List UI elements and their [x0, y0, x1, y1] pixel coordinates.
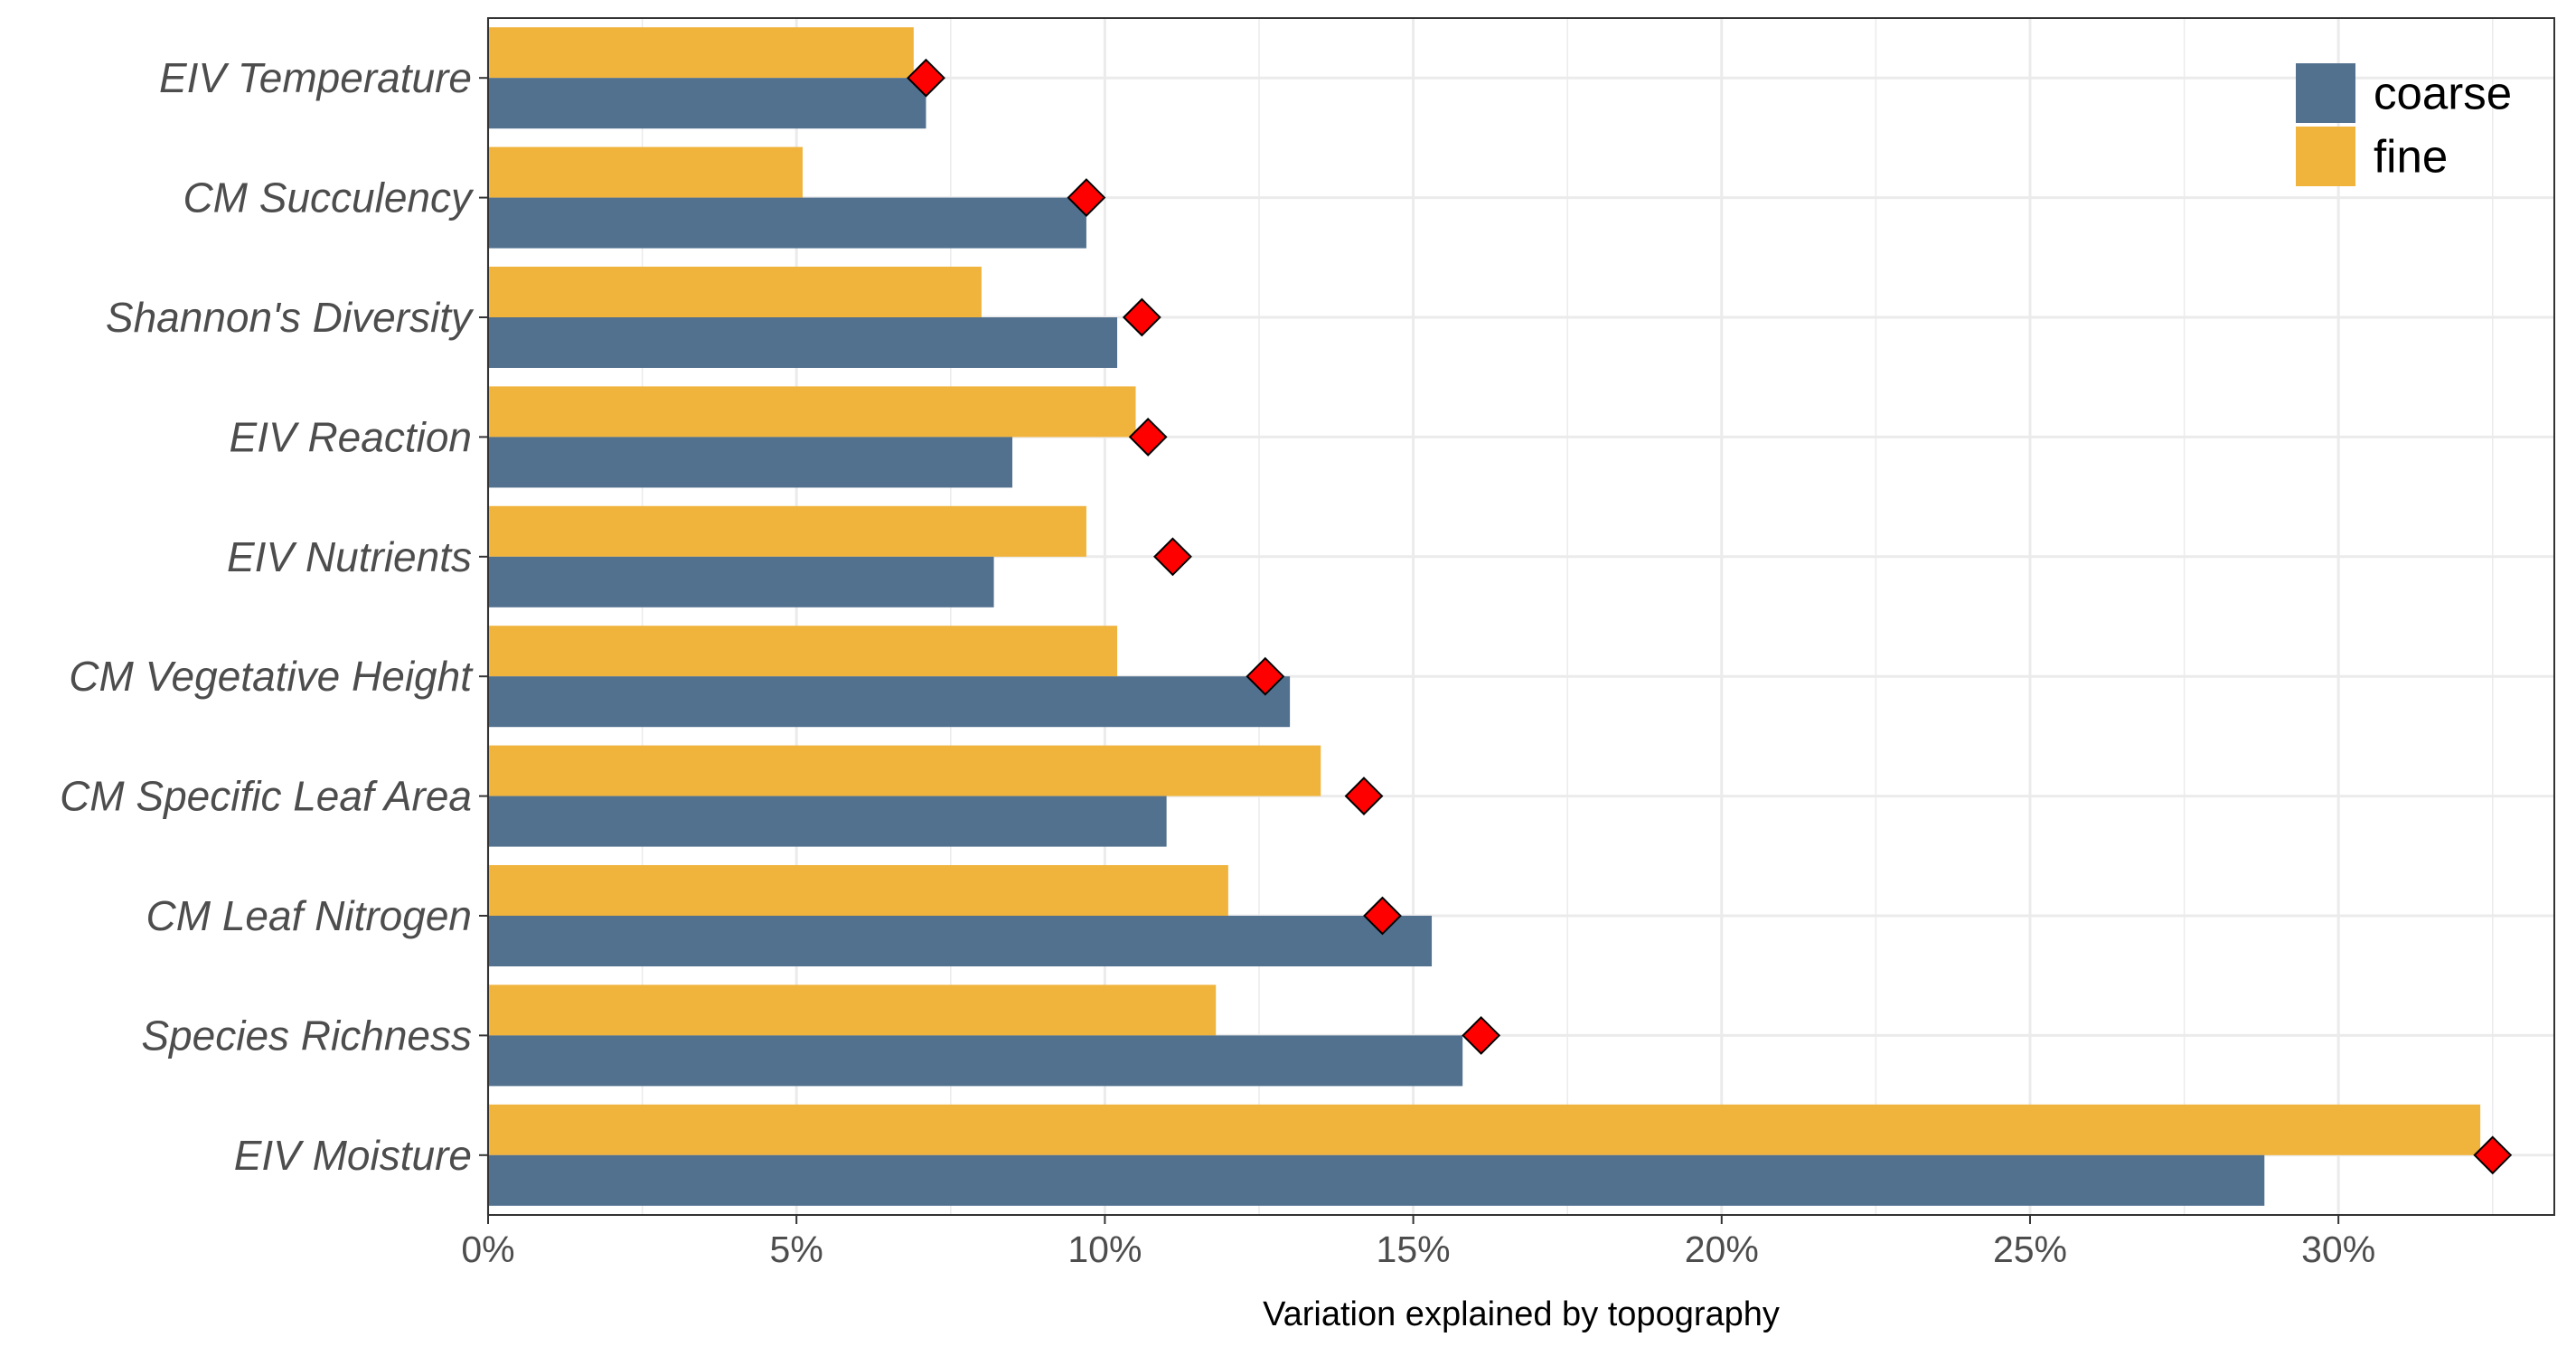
bar-coarse [488, 556, 994, 607]
category-label: Species Richness [141, 1012, 472, 1059]
category-label: CM Specific Leaf Area [60, 773, 472, 820]
bar-fine [488, 146, 804, 198]
marker-diamond [1067, 178, 1106, 218]
x-tick-label: 10% [1067, 1229, 1142, 1270]
bar-fine [488, 386, 1136, 438]
category-label: CM Leaf Nitrogen [146, 892, 473, 939]
bar-coarse [488, 796, 1167, 847]
bar-fine [488, 984, 1217, 1036]
x-tick-label: 15% [1377, 1229, 1451, 1270]
marker-diamond [1246, 656, 1285, 696]
bar-coarse [488, 1154, 2265, 1206]
bar-fine [488, 865, 1228, 916]
bar-coarse [488, 78, 926, 129]
category-label: Shannon's Diversity [106, 294, 475, 341]
marker-diamond [1128, 417, 1168, 457]
category-label: CM Vegetative Height [69, 653, 474, 700]
marker-diamond [1363, 896, 1402, 936]
x-axis: 0% 5% 10% 15% 20% 25% 30% [461, 1215, 2375, 1270]
x-tick-label: 5% [770, 1229, 823, 1270]
marker-diamond [2473, 1135, 2513, 1175]
bar-fine [488, 626, 1118, 677]
bar-fine [488, 1104, 2481, 1155]
category-label: EIV Temperature [159, 54, 472, 101]
bar-fine [488, 505, 1086, 557]
category-label: CM Succulency [183, 174, 475, 221]
bar-coarse [488, 317, 1118, 368]
legend-key-fine [2296, 127, 2355, 186]
bar-coarse [488, 676, 1291, 728]
category-label: EIV Reaction [230, 413, 472, 460]
legend: coarse fine [2296, 63, 2512, 186]
marker-diamond [1344, 777, 1384, 816]
marker-diamond [907, 58, 945, 98]
x-tick-label: 20% [1685, 1229, 1759, 1270]
legend-key-coarse [2296, 63, 2355, 123]
category-label: EIV Nutrients [227, 533, 472, 580]
marker-diamond [1122, 297, 1161, 337]
x-tick-label: 0% [461, 1229, 514, 1270]
bar-coarse [488, 437, 1013, 488]
bars [488, 27, 2481, 1206]
marker-diamond [1462, 1015, 1501, 1055]
x-tick-label: 30% [2301, 1229, 2375, 1270]
marker-diamond [1153, 537, 1192, 577]
bar-coarse [488, 916, 1433, 966]
bar-coarse [488, 197, 1086, 249]
bar-coarse [488, 1035, 1463, 1087]
bar-fine [488, 745, 1321, 796]
bar-fine [488, 27, 914, 79]
x-axis-title: Variation explained by topography [1263, 1295, 1780, 1333]
x-tick-label: 25% [1993, 1229, 2067, 1270]
markers [907, 58, 2513, 1175]
plot-border [487, 17, 2555, 1216]
legend-label-coarse: coarse [2374, 68, 2512, 119]
category-label: EIV Moisture [234, 1132, 472, 1179]
bar-fine [488, 267, 982, 317]
y-axis: EIV Temperature CM Succulency Shannon's Di… [60, 54, 488, 1179]
legend-label-fine: fine [2374, 131, 2448, 183]
